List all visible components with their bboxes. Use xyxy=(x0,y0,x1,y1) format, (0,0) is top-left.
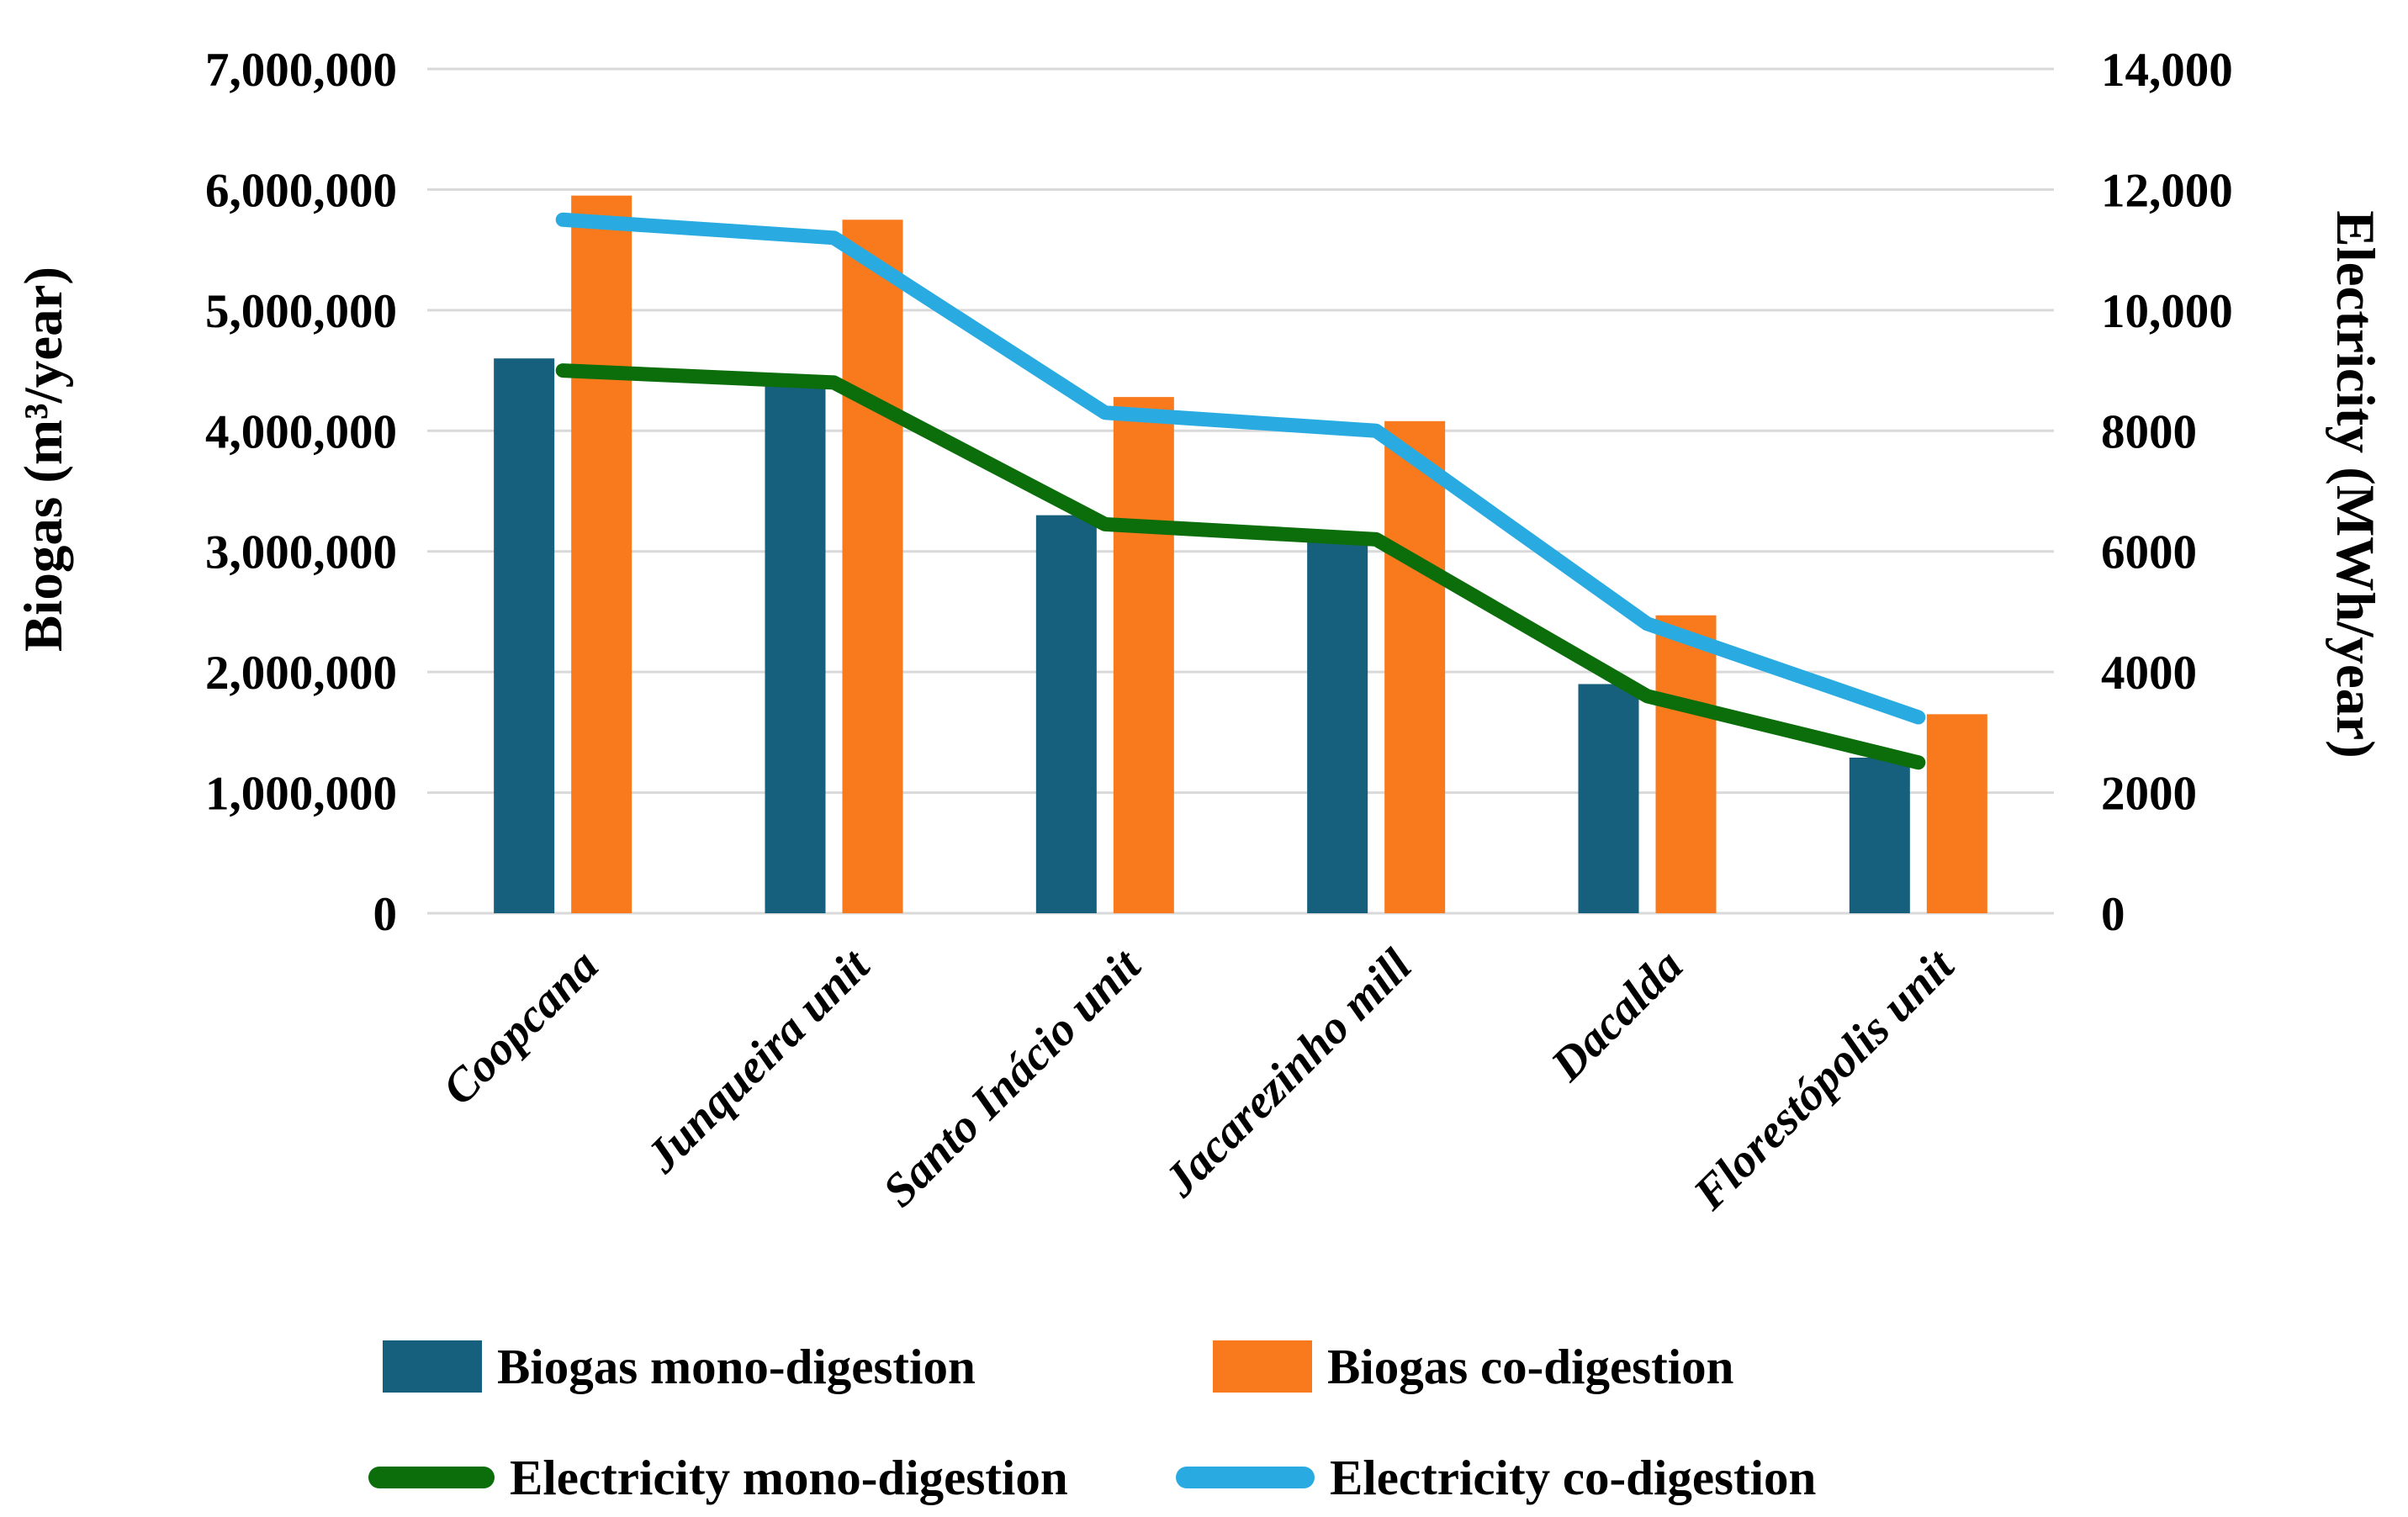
legend-item-biogas-mono: Biogas mono-digestion xyxy=(383,1336,976,1397)
bar-biogas-mono-0 xyxy=(494,358,555,913)
legend-swatch-biogas-co-icon xyxy=(1213,1340,1312,1393)
category-label-5: Florestópolis unit xyxy=(1683,938,1965,1220)
right-axis-tick-label: 10,000 xyxy=(2101,285,2233,338)
bar-biogas-co-1 xyxy=(842,219,903,913)
right-axis-tick-label: 12,000 xyxy=(2101,164,2233,217)
bar-biogas-co-2 xyxy=(1113,397,1174,913)
bar-biogas-co-5 xyxy=(1926,714,1987,913)
bar-biogas-co-4 xyxy=(1655,615,1717,913)
bar-biogas-co-3 xyxy=(1384,420,1446,914)
right-axis-tick-label: 6000 xyxy=(2101,526,2197,579)
line-electricity-mono xyxy=(555,363,1926,770)
right-axis-tick-label: 4000 xyxy=(2101,647,2197,700)
right-axis-title: Electricity (MWh/year) xyxy=(2325,210,2385,758)
bar-biogas-mono-1 xyxy=(765,376,826,913)
bar-biogas-mono-2 xyxy=(1035,515,1097,913)
right-axis-tick-label: 0 xyxy=(2101,888,2125,941)
left-axis-tick-label: 2,000,000 xyxy=(205,647,397,700)
legend-swatch-electricity-co-icon xyxy=(1176,1467,1315,1488)
left-axis-tick-label: 7,000,000 xyxy=(205,44,397,97)
legend-label-biogas-co: Biogas co-digestion xyxy=(1327,1338,1734,1394)
category-label-2: Santo Inácio unit xyxy=(873,938,1151,1217)
left-axis-title: Biogas (m³/year) xyxy=(13,266,74,653)
legend-label-electricity-mono: Electricity mono-digestion xyxy=(510,1449,1068,1505)
legend-item-electricity-mono: Electricity mono-digestion xyxy=(368,1447,1068,1508)
right-axis-tick-label: 2000 xyxy=(2101,768,2197,821)
legend-label-biogas-mono: Biogas mono-digestion xyxy=(497,1338,976,1394)
category-label-4: Dacalda xyxy=(1541,939,1693,1092)
bar-biogas-mono-3 xyxy=(1307,533,1368,913)
legend-swatch-biogas-mono-icon xyxy=(383,1340,482,1393)
bar-biogas-co-0 xyxy=(571,195,632,914)
left-axis-tick-label: 3,000,000 xyxy=(205,526,397,579)
left-axis-tick-label: 5,000,000 xyxy=(205,285,397,338)
left-axis-tick-label: 4,000,000 xyxy=(205,405,397,458)
left-axis-tick-label: 0 xyxy=(373,888,398,941)
legend-swatch-electricity-mono-icon xyxy=(368,1467,495,1488)
left-axis-tick-label: 1,000,000 xyxy=(205,768,397,821)
line-electricity-co xyxy=(555,212,1926,725)
right-axis-tick-label: 14,000 xyxy=(2101,44,2233,97)
bar-biogas-mono-4 xyxy=(1578,684,1639,913)
category-label-0: Coopcana xyxy=(433,939,609,1115)
legend-item-electricity-co: Electricity co-digestion xyxy=(1176,1447,1816,1508)
bar-biogas-mono-5 xyxy=(1849,757,1910,913)
legend-label-electricity-co: Electricity co-digestion xyxy=(1330,1449,1817,1505)
right-axis-tick-label: 8000 xyxy=(2101,405,2197,458)
legend-item-biogas-co: Biogas co-digestion xyxy=(1213,1336,1734,1397)
left-axis-tick-label: 6,000,000 xyxy=(205,164,397,217)
category-label-3: Jacarezinho mill xyxy=(1154,939,1422,1208)
chart-canvas: 7,000,000 14,000 6,000,000 12,000 5,000,000 1… xyxy=(205,44,2233,1220)
category-label-1: Junqueira unit xyxy=(636,938,881,1183)
